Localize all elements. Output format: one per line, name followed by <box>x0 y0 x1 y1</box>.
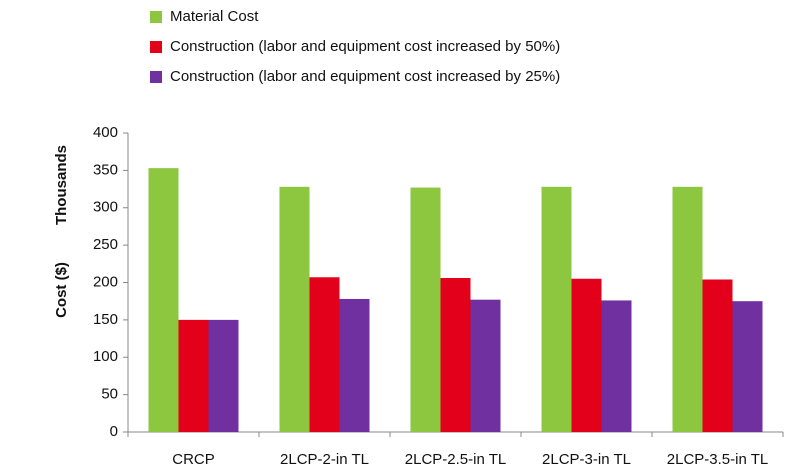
bar <box>702 279 733 432</box>
bar <box>470 299 501 432</box>
bar <box>732 301 763 432</box>
bar <box>208 319 239 432</box>
bar <box>571 278 602 432</box>
legend-label: Material Cost <box>170 8 259 25</box>
x-tick-label: CRCP <box>172 451 215 468</box>
y-tick-label: 200 <box>93 273 118 290</box>
x-tick-label: 2LCP-3.5-in TL <box>667 451 768 468</box>
bar <box>178 319 209 432</box>
bar <box>541 186 572 432</box>
legend-swatch <box>150 11 162 23</box>
x-tick-label: 2LCP-2-in TL <box>280 451 369 468</box>
bar <box>440 278 471 432</box>
y-axis-label: Cost ($) <box>53 262 70 318</box>
y-tick-label: 300 <box>93 199 118 216</box>
y-tick-label: 150 <box>93 311 118 328</box>
bar <box>601 300 632 432</box>
bar <box>410 187 441 432</box>
y-tick-label: 400 <box>93 124 118 141</box>
y-tick-label: 250 <box>93 236 118 253</box>
legend-label: Construction (labor and equipment cost i… <box>170 38 560 55</box>
y-unit-label: Thousands <box>53 145 70 225</box>
y-tick-label: 350 <box>93 161 118 178</box>
legend-label: Construction (labor and equipment cost i… <box>170 68 560 85</box>
bar <box>339 298 370 432</box>
bar <box>148 168 179 432</box>
y-tick-label: 50 <box>101 386 118 403</box>
y-tick-label: 0 <box>110 423 118 440</box>
x-tick-label: 2LCP-2.5-in TL <box>405 451 506 468</box>
bar <box>672 186 703 432</box>
y-tick-label: 100 <box>93 348 118 365</box>
bar <box>309 277 340 432</box>
legend-swatch <box>150 41 162 53</box>
legend-swatch <box>150 71 162 83</box>
x-tick-label: 2LCP-3-in TL <box>542 451 631 468</box>
bar <box>279 186 310 432</box>
